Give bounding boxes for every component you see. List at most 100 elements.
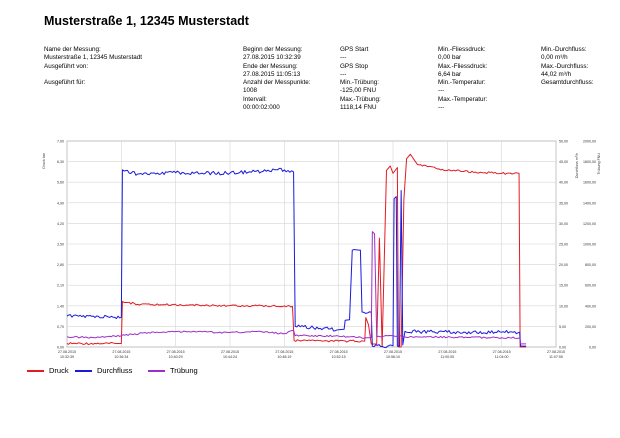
- y-right1-tick-label: 20,00: [559, 263, 568, 267]
- x-tick-label: 27.08.2015 11:07:55: [547, 350, 565, 359]
- x-tick-label-part: 27.08.2015: [493, 350, 511, 354]
- legend-swatch-durchfluss: [75, 369, 92, 372]
- x-tick-label-part: 11:00:05: [440, 355, 454, 359]
- legend-label-druck: Druck: [49, 366, 69, 375]
- y-left-tick-label: 4,20: [57, 222, 64, 226]
- meta-column-3: GPS Start --- GPS Stop --- Min.-Trübung: -125…: [340, 46, 381, 112]
- x-tick-label: 27.08.2015 10:36:34: [112, 350, 130, 359]
- y-left-tick-label: 2,80: [57, 263, 64, 267]
- y-left-tick-label: 3,50: [57, 243, 64, 247]
- y-left-tick-label: 7,00: [57, 140, 64, 144]
- meta-line: 0,00 m³/h: [541, 54, 568, 62]
- axis-title: Druck bar: [42, 152, 46, 168]
- y-right2-tick-label: 600,00: [585, 284, 596, 288]
- legend-label-truebung: Trübung: [170, 366, 198, 375]
- legend-swatch-druck: [27, 369, 44, 372]
- y-right1-tick-label: 50,00: [559, 140, 568, 144]
- x-tick-label-part: 27.08.2015: [384, 350, 402, 354]
- x-tick-label-part: 27.08.2015: [438, 350, 456, 354]
- meta-line: ---: [340, 54, 347, 62]
- y-left-tick-label: 1,40: [57, 304, 64, 308]
- y-right2-tick-label: 0,00: [589, 346, 596, 350]
- legend-truebung: Trübung: [148, 366, 198, 375]
- meta-line: 1008: [243, 87, 258, 95]
- x-tick-label-part: 10:32:39: [60, 355, 74, 359]
- y-right1-tick-label: 5,00: [559, 325, 566, 329]
- meta-line: Min.-Fliessdruck:: [438, 46, 486, 53]
- meta-line: GPS Stop: [340, 62, 369, 70]
- y-right2-tick-label: 2000,00: [583, 140, 596, 144]
- x-tick-label-part: 10:48:19: [277, 355, 291, 359]
- meta-line: GPS Start: [340, 46, 369, 53]
- meta-line: -125,00 FNU: [340, 87, 377, 95]
- y-left-tick-label: 6,30: [57, 160, 64, 164]
- legend-druck: Druck: [27, 366, 69, 375]
- x-tick-label-part: 10:44:24: [223, 355, 237, 359]
- meta-line: Ausgeführt von:: [44, 62, 89, 70]
- page-title: Musterstraße 1, 12345 Musterstadt: [44, 14, 249, 28]
- y-right1-tick-label: 45,00: [559, 160, 568, 164]
- x-tick-label: 27.08.2015 10:32:39: [58, 350, 76, 359]
- x-tick-label-part: 27.08.2015: [58, 350, 76, 354]
- x-tick-label-part: 10:56:10: [386, 355, 400, 359]
- x-tick-label-part: 10:52:15: [332, 355, 346, 359]
- meta-line: 27.08.2015 11:05:13: [243, 70, 301, 78]
- x-tick-label-part: 27.08.2015: [275, 350, 293, 354]
- x-tick-label-part: 10:36:34: [114, 355, 128, 359]
- series-line-durchfluss: [66, 167, 527, 349]
- series-line-trübung: [66, 231, 527, 345]
- y-right1-tick-label: 30,00: [559, 222, 568, 226]
- meta-line: Ende der Messung:: [243, 62, 298, 70]
- meta-line: Intervall:: [243, 95, 267, 103]
- y-left-tick-label: 4,90: [57, 201, 64, 205]
- y-right2-tick-label: 800,00: [585, 263, 596, 267]
- y-right2-tick-label: 400,00: [585, 304, 596, 308]
- meta-column-4: Min.-Fliessdruck: 0,00 bar Max.-Fliessdruc…: [438, 46, 487, 112]
- legend-label-durchfluss: Durchfluss: [97, 366, 133, 375]
- meta-line: 0,00 bar: [438, 54, 462, 62]
- meta-line: Ausgeführt für:: [44, 79, 86, 87]
- meta-line: Max.-Durchfluss:: [541, 62, 589, 70]
- meta-line: Min.-Temperatur:: [438, 79, 486, 87]
- y-right2-tick-label: 1600,00: [583, 181, 596, 185]
- y-left-tick-label: 0,00: [57, 346, 64, 350]
- y-right2-tick-label: 1000,00: [583, 243, 596, 247]
- y-right1-tick-label: 15,00: [559, 284, 568, 288]
- meta-line: 1118,14 FNU: [340, 104, 377, 112]
- y-right1-tick-label: 40,00: [559, 181, 568, 185]
- x-tick-label: 27.08.2015 10:56:10: [384, 350, 402, 359]
- x-tick-label: 27.08.2015 11:00:05: [438, 350, 456, 359]
- x-tick-label-part: 27.08.2015: [112, 350, 130, 354]
- y-right2-tick-label: 200,00: [585, 325, 596, 329]
- meta-line: Min.-Trübung:: [340, 79, 379, 87]
- legend-swatch-truebung: [148, 369, 165, 372]
- y-right2-tick-label: 1200,00: [583, 222, 596, 226]
- x-tick-label-part: 27.08.2015: [167, 350, 185, 354]
- meta-line: ---: [340, 70, 347, 78]
- axis-title: Durchfluss m³/h: [575, 153, 579, 178]
- x-tick-label-part: 10:40:29: [169, 355, 183, 359]
- y-left-tick-label: 0,70: [57, 325, 64, 329]
- meta-line: ---: [438, 87, 445, 95]
- x-tick-label: 27.08.2015 11:04:00: [493, 350, 511, 359]
- y-right1-tick-label: 35,00: [559, 201, 568, 205]
- meta-line: Beginn der Messung:: [243, 46, 303, 53]
- meta-line: 00:00:02:000: [243, 104, 280, 112]
- meta-line: Anzahl der Messpunkte:: [243, 79, 311, 87]
- x-tick-label-part: 27.08.2015: [330, 350, 348, 354]
- y-right1-tick-label: 0,00: [559, 346, 566, 350]
- y-left-tick-label: 2,10: [57, 284, 64, 288]
- meta-line: 27.08.2015 10:32:39: [243, 54, 301, 62]
- meta-line: ---: [438, 104, 445, 112]
- x-tick-label: 27.08.2015 10:52:15: [330, 350, 348, 359]
- series-line-druck: [66, 153, 527, 348]
- meta-line: Musterstraße 1, 12345 Musterstadt: [44, 54, 142, 62]
- x-tick-label-part: 27.08.2015: [547, 350, 565, 354]
- y-right1-tick-label: 10,00: [559, 304, 568, 308]
- meta-column-2: Beginn der Messung: 27.08.2015 10:32:39 En…: [243, 46, 311, 112]
- y-left-tick-label: 5,60: [57, 181, 64, 185]
- y-right2-tick-label: 1400,00: [583, 201, 596, 205]
- meta-column-5: Min.-Durchfluss: 0,00 m³/h Max.-Durchfluss…: [541, 46, 594, 87]
- y-right2-tick-label: 1800,00: [583, 160, 596, 164]
